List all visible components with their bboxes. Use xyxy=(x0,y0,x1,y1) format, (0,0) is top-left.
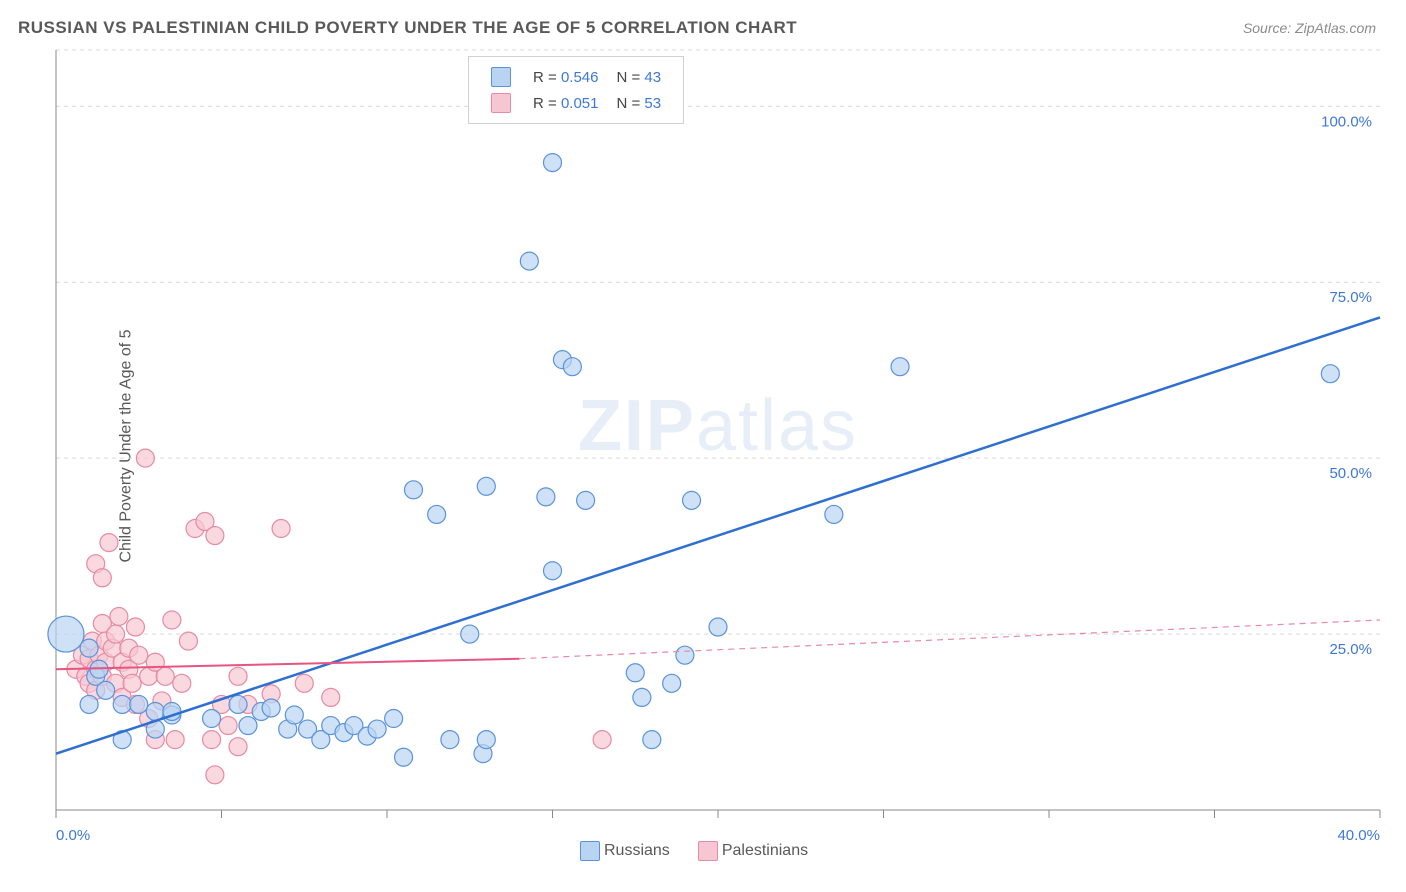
data-point xyxy=(130,646,148,664)
data-point xyxy=(219,717,237,735)
svg-text:100.0%: 100.0% xyxy=(1321,113,1372,130)
data-point xyxy=(461,625,479,643)
data-point xyxy=(626,664,644,682)
series-legend-item: Palestinians xyxy=(698,841,808,861)
data-point xyxy=(166,731,184,749)
svg-text:25.0%: 25.0% xyxy=(1329,641,1372,658)
svg-text:75.0%: 75.0% xyxy=(1329,289,1372,306)
data-point xyxy=(156,667,174,685)
data-point xyxy=(206,766,224,784)
series-legend: Russians Palestinians xyxy=(580,841,836,866)
data-point xyxy=(203,710,221,728)
data-point xyxy=(113,695,131,713)
data-point xyxy=(544,154,562,172)
series-label: Russians xyxy=(604,842,670,860)
series-legend-item: Russians xyxy=(580,841,670,861)
legend-swatch xyxy=(483,91,523,115)
data-point xyxy=(100,534,118,552)
data-point xyxy=(663,674,681,692)
data-point xyxy=(891,358,909,376)
data-point xyxy=(80,639,98,657)
data-point xyxy=(1321,365,1339,383)
svg-text:ZIPatlas: ZIPatlas xyxy=(578,386,858,466)
data-point xyxy=(97,681,115,699)
data-point xyxy=(272,520,290,538)
data-point xyxy=(107,625,125,643)
data-point xyxy=(825,505,843,523)
data-point xyxy=(544,562,562,580)
data-point xyxy=(229,667,247,685)
data-point xyxy=(206,527,224,545)
data-point xyxy=(537,488,555,506)
data-point xyxy=(239,717,257,735)
data-point xyxy=(441,731,459,749)
data-point xyxy=(404,481,422,499)
legend-n-label: N = 43 xyxy=(608,65,669,89)
legend-r-label: R = 0.051 xyxy=(525,91,606,115)
data-point xyxy=(563,358,581,376)
data-point xyxy=(577,491,595,509)
data-point xyxy=(285,706,303,724)
legend-swatch xyxy=(698,841,718,861)
series-label: Palestinians xyxy=(722,842,808,860)
data-point xyxy=(477,477,495,495)
data-point xyxy=(643,731,661,749)
data-point xyxy=(123,674,141,692)
data-point xyxy=(295,674,313,692)
data-point xyxy=(593,731,611,749)
data-point xyxy=(322,688,340,706)
data-point xyxy=(262,699,280,717)
data-point xyxy=(126,618,144,636)
correlation-legend: R = 0.546N = 43R = 0.051N = 53 xyxy=(468,56,684,124)
data-point xyxy=(163,611,181,629)
legend-swatch xyxy=(580,841,600,861)
data-point xyxy=(110,607,128,625)
correlation-scatter-chart: RUSSIAN VS PALESTINIAN CHILD POVERTY UND… xyxy=(0,0,1406,892)
data-point xyxy=(80,695,98,713)
data-point xyxy=(683,491,701,509)
legend-r-label: R = 0.546 xyxy=(525,65,606,89)
svg-text:0.0%: 0.0% xyxy=(56,827,90,844)
data-point xyxy=(709,618,727,636)
data-point xyxy=(229,738,247,756)
data-point xyxy=(229,695,247,713)
data-point xyxy=(520,252,538,270)
data-point xyxy=(676,646,694,664)
data-point xyxy=(395,748,413,766)
svg-text:50.0%: 50.0% xyxy=(1329,465,1372,482)
data-point xyxy=(130,695,148,713)
legend-swatch xyxy=(483,65,523,89)
data-point xyxy=(173,674,191,692)
legend-n-label: N = 53 xyxy=(608,91,669,115)
data-point xyxy=(93,569,111,587)
svg-text:40.0%: 40.0% xyxy=(1337,827,1380,844)
data-point xyxy=(428,505,446,523)
data-point xyxy=(633,688,651,706)
data-point xyxy=(203,731,221,749)
data-point xyxy=(477,731,495,749)
data-point xyxy=(385,710,403,728)
data-point xyxy=(368,720,386,738)
data-point xyxy=(48,616,84,652)
data-point xyxy=(136,449,154,467)
data-point xyxy=(179,632,197,650)
chart-canvas: 25.0% 50.0% 75.0% 100.0% 0.0% 40.0% ZIPatlas xyxy=(0,0,1406,892)
